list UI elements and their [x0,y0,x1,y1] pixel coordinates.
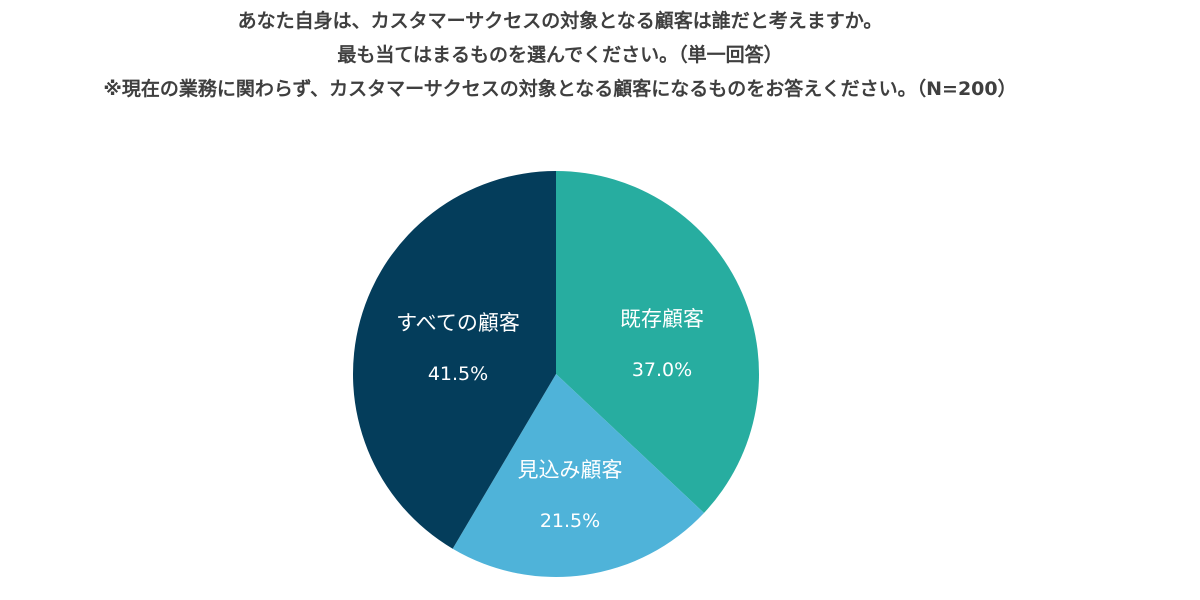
chart-title-line-3: ※現在の業務に関わらず、カスタマーサクセスの対象となる顧客になるものをお答えくだ… [103,78,1017,100]
slice-label-prospective-customers: 見込み顧客 [518,458,623,482]
slice-value-existing-customers: 37.0% [632,359,692,381]
slice-value-all-customers: 41.5% [428,363,488,385]
chart-title-line-1: あなた自身は、カスタマーサクセスの対象となる顧客は誰だと考えますか。 [237,10,883,32]
pie-slice-existing-customers [556,171,760,513]
chart-title: あなた自身は、カスタマーサクセスの対象となる顧客は誰だと考えますか。 最も当ては… [0,4,1120,106]
slice-label-all-customers: すべての顧客 [396,311,520,335]
slice-label-existing-customers: 既存顧客 [620,307,704,331]
chart-title-line-2: 最も当てはまるものを選んでください。（単一回答） [337,44,783,66]
pie-slice-all-customers [353,171,556,549]
slice-value-prospective-customers: 21.5% [540,510,600,532]
pie-slice-prospective-customers [452,374,704,578]
